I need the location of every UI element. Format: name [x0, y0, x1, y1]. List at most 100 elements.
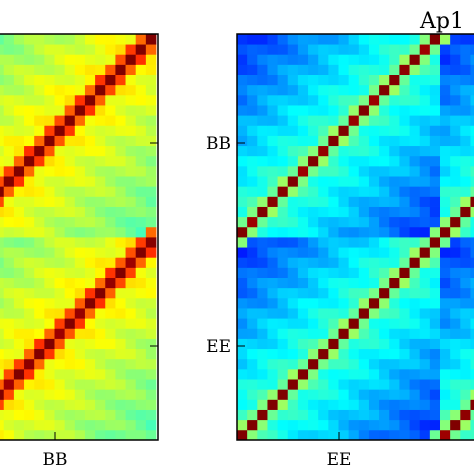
heatmap-cell [287, 287, 299, 299]
heatmap-cell [247, 196, 258, 207]
heatmap-cell [419, 308, 431, 319]
heatmap-cell [379, 277, 390, 289]
heatmap-cell [95, 34, 106, 45]
heatmap-cell [389, 84, 400, 96]
heatmap-cell [389, 287, 400, 299]
heatmap-cell [440, 237, 451, 248]
heatmap-cell [237, 84, 248, 96]
heatmap-cell [44, 267, 55, 278]
heatmap-cell [297, 328, 309, 339]
heatmap-cell [358, 429, 370, 441]
heatmap-cell [3, 145, 15, 157]
heatmap-cell [135, 206, 147, 218]
heatmap-cell [358, 105, 370, 116]
heatmap-cell [419, 165, 431, 177]
heatmap-cell [429, 247, 441, 258]
heatmap-cell [297, 297, 309, 309]
heatmap-cell [338, 165, 350, 177]
heatmap-cell [440, 34, 451, 45]
heatmap-cell [95, 44, 106, 55]
heatmap-cell [318, 196, 329, 207]
heatmap-cell [318, 409, 329, 421]
heatmap-cell [409, 186, 421, 197]
heatmap-cell [308, 44, 319, 55]
heatmap-cell [328, 287, 339, 299]
heatmap-cell [105, 94, 116, 106]
heatmap-cell [95, 389, 106, 400]
heatmap-cell [3, 287, 15, 299]
heatmap-cell [358, 64, 370, 75]
heatmap-cell [338, 257, 350, 268]
heatmap-cell [328, 176, 339, 187]
heatmap-cell [348, 429, 360, 441]
heatmap-cell [287, 358, 299, 370]
heatmap-cell [287, 318, 299, 329]
heatmap-cell [267, 368, 278, 380]
heatmap-cell [13, 125, 25, 136]
heatmap-cell [13, 165, 25, 177]
heatmap-cell [0, 308, 5, 319]
heatmap-cell [95, 105, 106, 116]
heatmap-cell [470, 348, 474, 360]
heatmap-cell [24, 135, 35, 147]
heatmap-cell [470, 206, 474, 218]
heatmap-cell [44, 64, 55, 75]
heatmap-cell [358, 176, 370, 187]
heatmap-cell [95, 368, 106, 380]
heatmap-cell [348, 135, 360, 147]
heatmap-cell [399, 389, 410, 400]
heatmap-cell [460, 176, 471, 187]
heatmap-cell [409, 74, 421, 86]
heatmap-cell [460, 389, 471, 400]
heatmap-cell [145, 318, 157, 329]
heatmap-cell [84, 186, 96, 197]
heatmap-cell [34, 358, 45, 370]
heatmap-cell [338, 297, 350, 309]
heatmap-cell [13, 379, 25, 390]
heatmap-cell [125, 297, 137, 309]
heatmap-cell [429, 409, 441, 421]
heatmap-cell [145, 277, 157, 289]
heatmap-cell [277, 34, 289, 45]
heatmap-cell [125, 135, 137, 147]
heatmap-cell [237, 297, 248, 309]
heatmap-cell [429, 176, 441, 187]
heatmap-cell [135, 176, 147, 187]
heatmap-cell [348, 409, 360, 421]
heatmap-cell [308, 84, 319, 96]
heatmap-cell [368, 196, 380, 207]
heatmap-cell [105, 186, 116, 197]
heatmap-cell [84, 297, 96, 309]
heatmap-cell [3, 328, 15, 339]
heatmap-cell [125, 186, 137, 197]
heatmap-cell [13, 74, 25, 86]
heatmap-cell [429, 155, 441, 167]
heatmap-cell [409, 409, 421, 421]
heatmap-cell [450, 54, 461, 65]
heatmap-cell [328, 64, 339, 75]
heatmap-cell [297, 318, 309, 329]
heatmap-cell [277, 267, 289, 278]
heatmap-cell [115, 176, 126, 187]
heatmap-cell [308, 247, 319, 258]
heatmap-cell [460, 216, 471, 228]
heatmap-cell [308, 34, 319, 45]
heatmap-cell [470, 338, 474, 350]
heatmap-cell [318, 105, 329, 116]
heatmap-cell [44, 308, 55, 319]
heatmap-cell [257, 308, 268, 319]
heatmap-cell [440, 84, 451, 96]
heatmap-cell [389, 94, 400, 106]
heatmap-cell [297, 155, 309, 167]
heatmap-cell [419, 389, 431, 400]
heatmap-cell [135, 247, 147, 258]
heatmap-cell [24, 287, 35, 299]
heatmap-cell [358, 145, 370, 157]
heatmap-cell [125, 257, 137, 268]
heatmap-cell [389, 429, 400, 441]
heatmap-cell [399, 287, 410, 299]
heatmap-cell [24, 44, 35, 55]
heatmap-cell [24, 54, 35, 65]
heatmap-cell [450, 105, 461, 116]
heatmap-cell [389, 165, 400, 177]
